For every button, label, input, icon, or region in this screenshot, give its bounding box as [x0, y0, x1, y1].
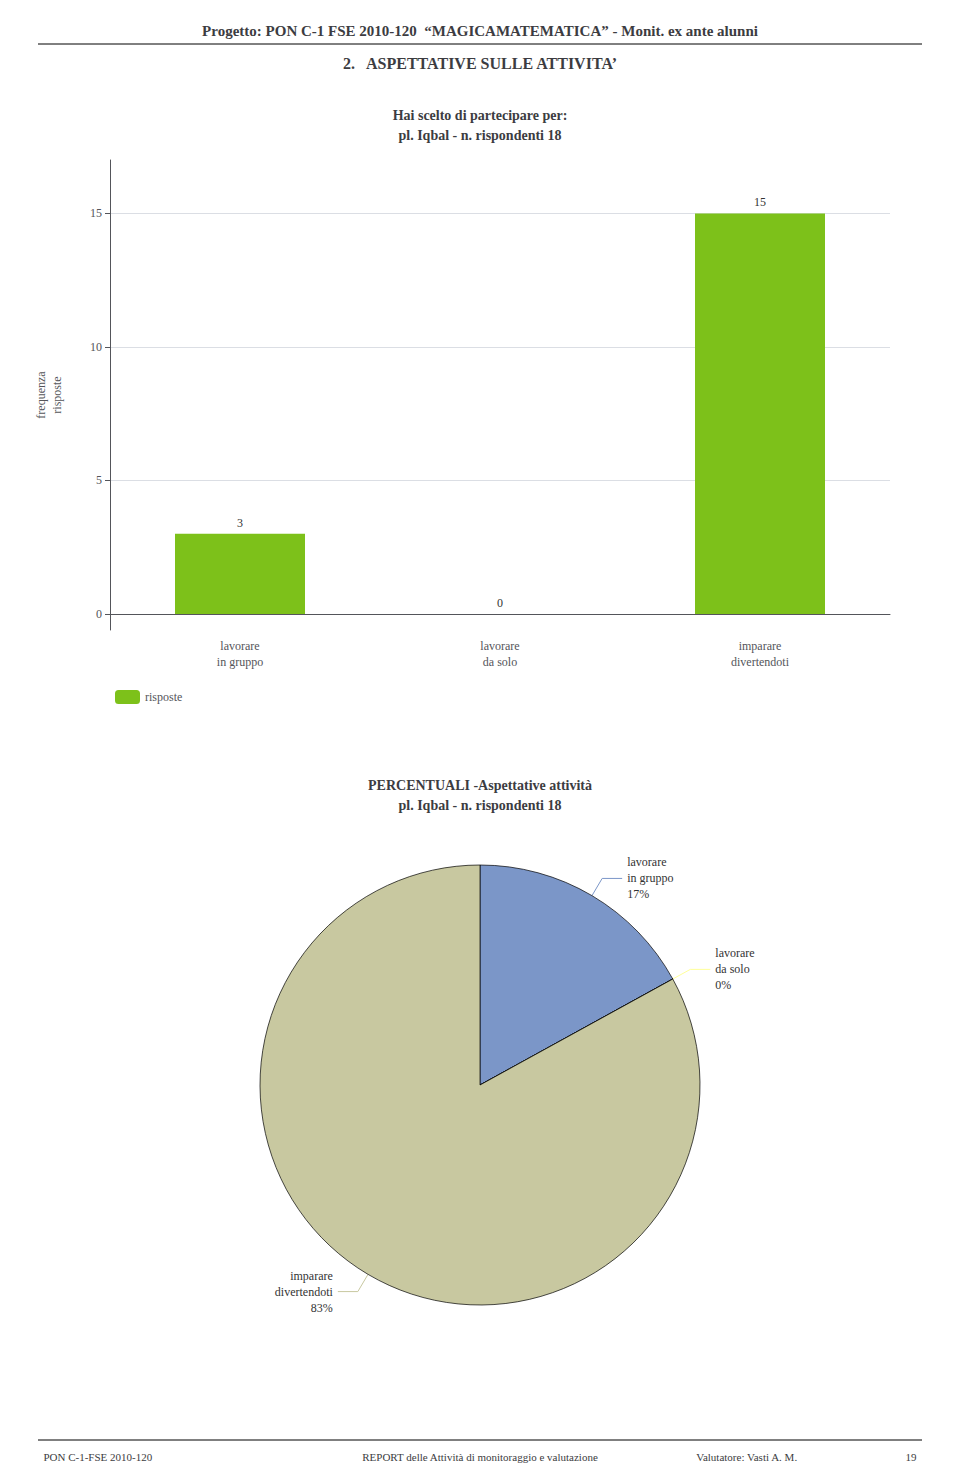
- svg-text:83%: 83%: [311, 1301, 333, 1315]
- svg-text:REPORT delle Attività di monit: REPORT delle Attività di monitoraggio e …: [362, 1451, 598, 1463]
- svg-text:10: 10: [90, 340, 102, 354]
- svg-text:imparare: imparare: [739, 639, 782, 653]
- svg-text:pl. Iqbal - n. rispondenti 18: pl. Iqbal - n. rispondenti 18: [399, 798, 562, 813]
- svg-text:in gruppo: in gruppo: [217, 655, 263, 669]
- svg-text:15: 15: [754, 195, 766, 209]
- svg-text:in gruppo: in gruppo: [627, 871, 673, 885]
- svg-text:divertendoti: divertendoti: [275, 1285, 334, 1299]
- svg-text:lavorare: lavorare: [220, 639, 259, 653]
- svg-text:3: 3: [237, 516, 243, 530]
- svg-text:pl. Iqbal - n. rispondenti 18: pl. Iqbal - n. rispondenti 18: [399, 128, 562, 143]
- svg-text:19: 19: [906, 1451, 918, 1463]
- svg-text:PON C-1-FSE 2010-120: PON C-1-FSE 2010-120: [43, 1451, 152, 1463]
- svg-text:15: 15: [90, 206, 102, 220]
- svg-text:Hai scelto di partecipare per:: Hai scelto di partecipare per:: [393, 108, 568, 123]
- svg-text:divertendoti: divertendoti: [731, 655, 790, 669]
- svg-text:imparare: imparare: [290, 1269, 333, 1283]
- svg-text:0: 0: [96, 607, 102, 621]
- svg-text:risposte: risposte: [145, 690, 182, 704]
- svg-text:frequenza: frequenza: [34, 371, 48, 419]
- svg-text:0: 0: [497, 596, 503, 610]
- svg-text:da solo: da solo: [483, 655, 517, 669]
- svg-text:5: 5: [96, 473, 102, 487]
- svg-text:0%: 0%: [715, 978, 731, 992]
- svg-text:2. ASPETTATIVE SULLE ATTIVIT: 2. ASPETTATIVE SULLE ATTIVITA’: [343, 55, 617, 72]
- svg-text:lavorare: lavorare: [480, 639, 519, 653]
- svg-text:17%: 17%: [627, 887, 649, 901]
- svg-text:lavorare: lavorare: [627, 855, 666, 869]
- svg-text:Valutatore: Vasti A. M.: Valutatore: Vasti A. M.: [696, 1451, 797, 1463]
- svg-text:da solo: da solo: [715, 962, 749, 976]
- svg-text:lavorare: lavorare: [715, 946, 754, 960]
- svg-text:risposte: risposte: [50, 376, 64, 413]
- svg-text:PERCENTUALI -Aspettative attiv: PERCENTUALI -Aspettative attività: [368, 778, 592, 793]
- svg-text:Progetto: PON C-1 FSE 2010-120: Progetto: PON C-1 FSE 2010-120 “MAGICAMA…: [202, 23, 758, 39]
